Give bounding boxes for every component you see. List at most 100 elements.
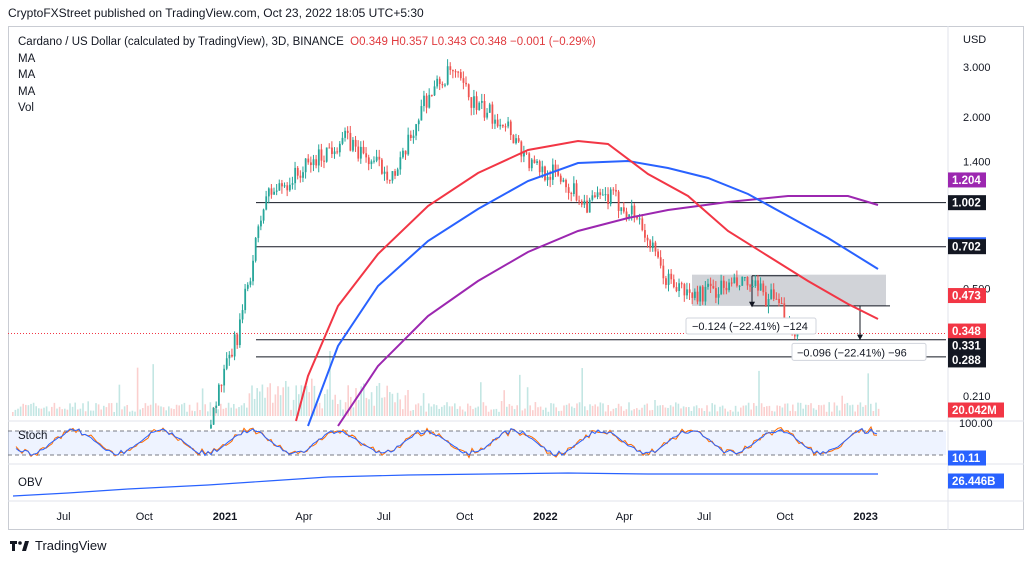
volume-bar: [867, 373, 869, 416]
candle-body: [675, 287, 678, 292]
volume-bar: [755, 405, 758, 416]
volume-bar: [825, 411, 828, 416]
volume-bar: [846, 402, 849, 416]
volume-bar: [513, 409, 516, 416]
candle-body: [720, 280, 723, 295]
volume-bar: [456, 408, 459, 416]
measure-label-2: −0.096 (−22.41%) −96: [797, 347, 907, 359]
volume-bar: [87, 401, 89, 416]
volume-bar: [633, 409, 635, 416]
volume-bar: [560, 410, 563, 416]
volume-bar: [339, 399, 342, 416]
candle-body: [407, 134, 410, 155]
volume-bar: [170, 408, 173, 416]
candle-body: [638, 218, 641, 220]
volume-bar: [116, 402, 118, 416]
volume-bar: [110, 403, 113, 416]
arrow-head: [857, 334, 863, 341]
candle-body: [520, 141, 523, 157]
volume-bar: [292, 399, 295, 416]
volume-bar: [285, 380, 287, 416]
volume-bar: [630, 410, 633, 416]
volume-bar: [623, 410, 625, 416]
candle-body: [743, 277, 746, 279]
volume-bar: [578, 402, 581, 416]
volume-bar: [766, 406, 768, 416]
volume-bar: [32, 402, 35, 416]
volume-bar: [519, 374, 521, 416]
price-chart[interactable]: 3.0002.0001.4000.5000.210100.00JulOct202…: [8, 26, 1024, 530]
volume-bar: [545, 407, 547, 416]
candle-body: [338, 143, 341, 153]
candle-body: [307, 158, 310, 163]
volume-bar: [69, 403, 71, 416]
volume-bar: [435, 405, 438, 416]
candle-body: [257, 226, 260, 238]
candle-body: [436, 78, 439, 87]
volume-bar: [14, 409, 17, 416]
candle-body: [494, 119, 496, 124]
volume-bar: [324, 394, 326, 416]
volume-bar: [602, 403, 604, 416]
volume-bar: [318, 402, 321, 416]
candle-body: [644, 230, 646, 238]
volume-bar: [204, 404, 206, 416]
volume-bar: [506, 406, 508, 416]
volume-bar: [149, 404, 152, 416]
volume-bar: [500, 401, 503, 416]
volume-bar: [558, 411, 560, 416]
volume-bar: [703, 411, 706, 416]
volume-bar: [100, 409, 102, 416]
volume-bar: [259, 391, 261, 416]
volume-bar: [144, 403, 147, 416]
volume-bar: [828, 402, 830, 416]
ma-blue-line: [307, 159, 879, 427]
candle-body: [573, 183, 575, 194]
volume-bar: [688, 407, 690, 416]
volume-bar: [643, 404, 646, 416]
candle-body: [630, 205, 633, 215]
volume-bar: [186, 411, 188, 416]
candle-body: [475, 96, 478, 110]
price-label: 26.446B: [948, 473, 1004, 489]
volume-bar: [750, 409, 752, 416]
legend-ma-3[interactable]: MA: [18, 85, 36, 98]
candle-body: [633, 205, 636, 217]
candle-body: [559, 175, 562, 182]
candle-body: [596, 192, 599, 197]
volume-bar: [724, 408, 726, 416]
price-label-bg: [948, 402, 1004, 418]
legend-ma-1[interactable]: MA: [18, 52, 36, 65]
volume-bar: [30, 403, 32, 416]
price-label: 20.042M: [948, 402, 1004, 418]
candle-body: [688, 289, 691, 293]
price-label-bg: [948, 239, 986, 255]
legend-vol[interactable]: Vol: [18, 102, 34, 114]
candle-body: [383, 171, 386, 174]
volume-bar: [862, 406, 864, 416]
volume-bar: [807, 404, 810, 416]
candle-body: [391, 171, 394, 181]
price-label: 0.473: [948, 288, 986, 304]
volume-bar: [760, 403, 763, 416]
volume-bar: [584, 406, 586, 416]
candle-body: [420, 106, 423, 121]
volume-bar: [641, 407, 643, 416]
legend-ma-2[interactable]: MA: [18, 69, 36, 81]
price-label-bg: [948, 195, 986, 211]
volume-bar: [747, 402, 750, 416]
volume-bar: [38, 408, 40, 416]
candle-body: [415, 124, 418, 136]
candle-body: [699, 286, 702, 302]
measure-box-bg: [791, 342, 927, 361]
candle-body: [536, 161, 539, 163]
volume-bar: [740, 407, 742, 416]
consolidation-box: [692, 274, 886, 306]
candle-body: [270, 188, 273, 195]
volume-bar: [35, 406, 37, 416]
volume-bar: [415, 404, 417, 416]
volume-bar: [126, 404, 128, 416]
time-tick-label: Jul: [377, 511, 391, 523]
candle-body: [357, 146, 360, 159]
volume-bar: [818, 404, 820, 416]
